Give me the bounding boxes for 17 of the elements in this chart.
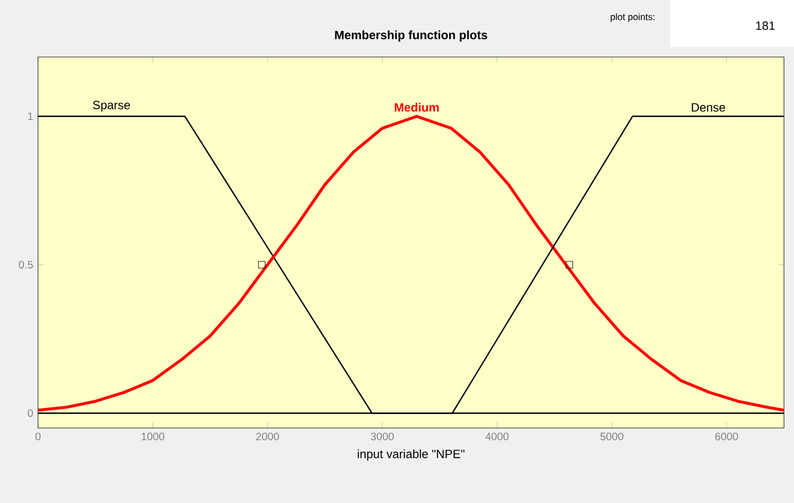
x-tick-label: 1000 <box>142 432 164 440</box>
series-label: Medium <box>394 102 439 112</box>
series-label: Sparse <box>92 100 130 112</box>
x-tick-label: 2000 <box>256 432 279 440</box>
series-label: Dense <box>692 103 726 112</box>
text: 181 <box>756 21 775 30</box>
x-tick-label: 3000 <box>370 432 394 440</box>
text: plot points: <box>610 13 654 22</box>
y-tick-label: 1 <box>28 112 33 120</box>
x-tick-label: 5000 <box>600 432 624 440</box>
y-tick-label: 0.5 <box>18 260 33 269</box>
y-tick-label: 0 <box>28 409 33 417</box>
x-tick-label: 6000 <box>715 432 738 440</box>
chart-title: Membership function plots <box>335 30 488 42</box>
x-tick-label: 4000 <box>485 432 509 440</box>
x-tick-label: 0 <box>35 432 41 440</box>
x-axis-title: input variable "NPE" <box>358 449 464 461</box>
